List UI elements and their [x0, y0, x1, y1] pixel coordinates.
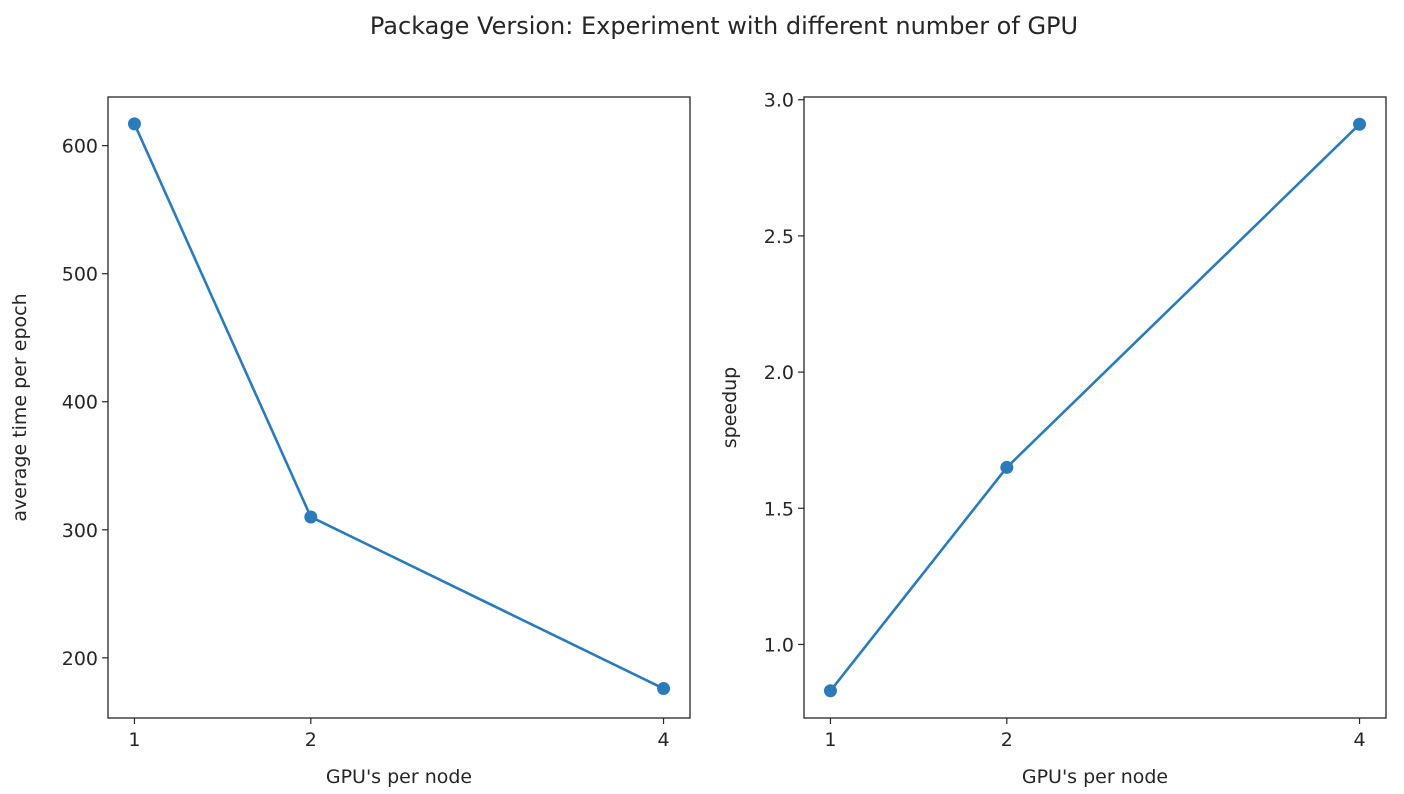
right-data-point	[1000, 460, 1014, 474]
right-x-axis-label: GPU's per node	[1022, 766, 1168, 788]
right-panel-speedup: 1 2 4 1.0 1.5 2.0 2.5 3.0 GPU's per node speedup	[719, 90, 1387, 788]
right-y-axis-label: speedup	[719, 367, 741, 449]
left-x-tick-label: 2	[305, 729, 317, 751]
right-x-tick-label: 2	[1001, 729, 1013, 751]
right-x-tick-label: 1	[824, 729, 836, 751]
left-axes-frame	[107, 96, 691, 719]
left-panel-time-per-epoch: 1 2 4 200 300 400 500 600 GPU's per node average …	[9, 96, 691, 788]
right-series-line	[829, 122, 1361, 693]
left-y-tick-label: 400	[62, 392, 98, 414]
right-x-tick-label: 4	[1353, 729, 1365, 751]
right-data-point	[1353, 117, 1367, 131]
left-x-tick-label: 4	[657, 729, 669, 751]
right-data-point	[823, 684, 837, 698]
left-y-tick-label: 200	[62, 648, 98, 670]
right-y-tick-label: 1.5	[764, 498, 794, 520]
left-data-point	[304, 510, 318, 524]
left-x-tick-label: 1	[128, 729, 140, 751]
left-y-axis-label: average time per epoch	[9, 293, 31, 521]
right-y-tick-label: 2.0	[764, 362, 794, 384]
figure-title: Package Version: Experiment with differe…	[370, 12, 1078, 40]
right-y-tick-label: 1.0	[764, 634, 794, 656]
left-y-tick-label: 600	[62, 136, 98, 158]
left-y-tick-label: 300	[62, 520, 98, 542]
left-series-line	[133, 122, 665, 690]
left-y-tick-label: 500	[62, 264, 98, 286]
right-y-tick-label: 2.5	[764, 226, 794, 248]
left-data-point	[657, 682, 671, 696]
left-data-point	[127, 117, 141, 131]
left-x-axis-label: GPU's per node	[326, 766, 472, 788]
right-y-tick-label: 3.0	[764, 90, 794, 112]
right-axes-frame	[803, 96, 1387, 719]
